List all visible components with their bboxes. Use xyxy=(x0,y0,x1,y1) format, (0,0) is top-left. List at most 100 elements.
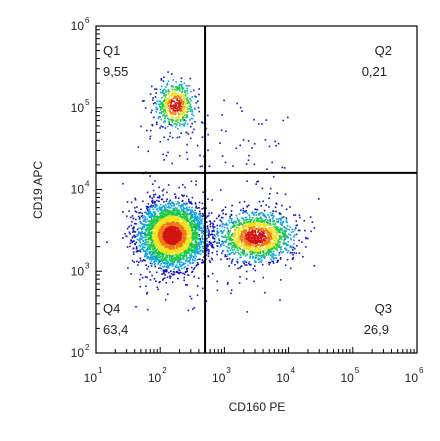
event-dot xyxy=(188,102,191,104)
event-dot xyxy=(192,261,194,264)
event-dot xyxy=(269,233,271,236)
event-dot xyxy=(168,107,170,110)
event-dot xyxy=(225,246,228,248)
event-dot xyxy=(171,88,174,91)
event-dot xyxy=(168,210,171,212)
event-dot xyxy=(190,90,192,93)
event-dot xyxy=(247,204,250,207)
event-dot xyxy=(192,255,194,258)
event-dot xyxy=(241,110,243,112)
event-dot xyxy=(191,209,194,212)
event-dot xyxy=(288,228,290,231)
event-dot xyxy=(162,239,165,241)
event-dot xyxy=(154,247,156,250)
event-dot xyxy=(192,114,195,117)
event-dot xyxy=(155,106,158,109)
event-dot xyxy=(136,235,139,237)
event-dot xyxy=(172,221,174,224)
event-dot xyxy=(227,233,230,236)
event-dot xyxy=(230,219,233,222)
event-dot xyxy=(259,246,261,248)
event-dot xyxy=(187,209,189,211)
event-dot xyxy=(175,123,177,125)
event-dot xyxy=(169,254,172,257)
event-dot xyxy=(242,227,244,230)
event-dot xyxy=(179,122,181,125)
event-dot xyxy=(189,262,191,265)
event-dot xyxy=(180,116,182,118)
event-dot xyxy=(165,100,168,102)
event-dot xyxy=(138,212,140,214)
event-dot xyxy=(201,249,204,252)
event-dot xyxy=(182,97,185,100)
event-dot xyxy=(282,242,285,245)
event-dot xyxy=(174,193,176,195)
event-dot xyxy=(202,232,205,235)
event-dot xyxy=(190,220,193,223)
event-dot xyxy=(283,247,286,250)
event-dot xyxy=(199,239,202,242)
event-dot xyxy=(247,245,250,247)
event-dot xyxy=(159,206,162,209)
event-dot xyxy=(198,110,201,113)
event-dot xyxy=(180,215,182,218)
event-dot xyxy=(153,221,156,224)
event-dot xyxy=(235,214,238,217)
event-dot xyxy=(175,213,178,215)
event-dot xyxy=(190,238,193,240)
event-dot xyxy=(218,239,221,242)
event-dot xyxy=(237,239,240,242)
event-dot xyxy=(234,225,236,227)
event-dot xyxy=(183,248,185,250)
event-dot xyxy=(160,249,163,251)
event-dot xyxy=(147,211,150,213)
event-dot xyxy=(244,219,247,221)
event-dot xyxy=(226,250,229,252)
event-dot xyxy=(253,229,255,231)
event-dot xyxy=(174,209,176,212)
event-dot xyxy=(227,253,229,256)
event-dot xyxy=(227,236,229,238)
event-dot xyxy=(259,228,262,230)
event-dot xyxy=(221,243,223,245)
event-dot xyxy=(211,258,214,261)
event-dot xyxy=(176,227,178,230)
event-dot xyxy=(258,261,260,264)
event-dot xyxy=(162,213,165,215)
event-dot xyxy=(152,241,154,243)
event-dot xyxy=(166,260,168,263)
event-dot xyxy=(153,248,155,250)
event-dot xyxy=(155,216,158,219)
event-dot xyxy=(250,222,253,225)
event-dot xyxy=(146,292,148,295)
event-dot xyxy=(184,233,186,235)
event-dot xyxy=(150,265,153,267)
event-dot xyxy=(257,257,260,259)
event-dot xyxy=(249,257,251,259)
event-dot xyxy=(156,218,158,220)
event-dot xyxy=(166,117,169,120)
event-dot xyxy=(281,166,284,169)
event-dot xyxy=(244,239,246,241)
event-dot xyxy=(253,280,255,283)
event-dot xyxy=(234,234,237,236)
event-dot xyxy=(195,219,197,222)
event-dot xyxy=(171,121,174,123)
event-dot xyxy=(280,235,283,238)
event-dot xyxy=(235,244,238,247)
event-dot xyxy=(180,100,183,103)
event-dot xyxy=(167,293,169,296)
event-dot xyxy=(177,268,180,271)
event-dot xyxy=(167,243,170,246)
event-dot xyxy=(192,232,195,234)
event-dot xyxy=(225,222,228,224)
event-dot xyxy=(179,113,182,115)
event-dot xyxy=(190,201,192,203)
event-dot xyxy=(163,269,166,272)
event-dot xyxy=(304,229,306,232)
event-dot xyxy=(176,87,178,89)
event-dot xyxy=(153,245,155,247)
event-dot xyxy=(228,257,231,260)
event-dot xyxy=(160,267,162,270)
event-dot xyxy=(272,250,275,253)
